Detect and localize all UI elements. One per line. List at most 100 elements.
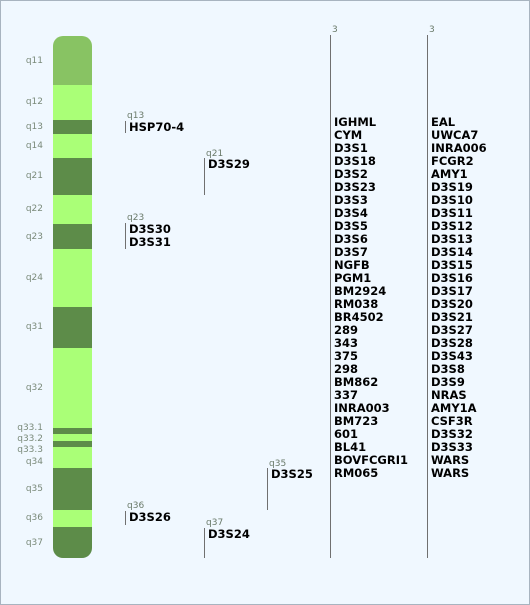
gene-label: BM862	[334, 375, 379, 389]
gene-group-location: q13	[127, 111, 145, 121]
gene-tick	[125, 511, 126, 525]
gene-label: D3S2	[334, 167, 368, 181]
gene-label: D3S33	[431, 440, 473, 454]
gene-label: D3S10	[431, 193, 473, 207]
column-line	[427, 35, 428, 558]
gene-label: PGM1	[334, 271, 372, 285]
gene-group-location: q35	[269, 459, 287, 469]
gene-group-location: q21	[206, 149, 224, 159]
gene-label: D3S21	[431, 310, 473, 324]
gene-label: D3S18	[334, 154, 376, 168]
band-label: q33.1	[17, 423, 43, 433]
band-q36	[53, 510, 92, 527]
gene-label: BOVFCGRI1	[334, 453, 409, 467]
band-label: q21	[25, 171, 43, 181]
band-q24	[53, 249, 92, 307]
gene-label: D3S30	[129, 222, 171, 236]
band-label: q13	[25, 122, 43, 132]
gene-label: NRAS	[431, 388, 467, 402]
band-label: q22	[25, 204, 43, 214]
gene-label: D3S15	[431, 258, 473, 272]
gene-label: D3S16	[431, 271, 473, 285]
gene-label: 375	[334, 349, 359, 363]
gene-label: D3S32	[431, 427, 473, 441]
band-label: q35	[25, 484, 43, 494]
band-q32	[53, 348, 92, 428]
gene-label: INRA003	[334, 401, 390, 415]
gene-label: BM723	[334, 414, 379, 428]
gene-label: 289	[334, 323, 359, 337]
gene-label: D3S28	[431, 336, 473, 350]
gene-label: D3S5	[334, 219, 368, 233]
band-label: q37	[25, 538, 43, 548]
gene-label: D3S1	[334, 141, 368, 155]
band-q11	[53, 36, 92, 85]
gene-label: 298	[334, 362, 359, 376]
gene-label: D3S4	[334, 206, 368, 220]
gene-tick	[204, 158, 205, 195]
gene-label: D3S11	[431, 206, 473, 220]
band-label: q31	[25, 322, 43, 332]
gene-label: CSF3R	[431, 414, 473, 428]
band-q35	[53, 468, 92, 510]
gene-label: D3S7	[334, 245, 368, 259]
gene-label: RM065	[334, 466, 379, 480]
band-q34	[53, 447, 92, 468]
gene-label: BL41	[334, 440, 367, 454]
gene-label: 337	[334, 388, 359, 402]
gene-label: AMY1A	[431, 401, 477, 415]
gene-group-location: q36	[127, 501, 145, 511]
gene-label: RM038	[334, 297, 379, 311]
gene-group-location: q23	[127, 213, 145, 223]
band-label: q24	[25, 273, 43, 283]
band-label: q33.2	[17, 434, 43, 444]
band-q33-1	[53, 428, 92, 434]
gene-label: D3S14	[431, 245, 473, 259]
gene-label: AMY1	[431, 167, 468, 181]
gene-label: D3S17	[431, 284, 473, 298]
gene-label: D3S3	[334, 193, 368, 207]
band-q14	[53, 134, 92, 158]
gene-label: D3S8	[431, 362, 465, 376]
gene-label: D3S19	[431, 180, 473, 194]
gene-label: D3S24	[208, 527, 250, 541]
gene-label: INRA006	[431, 141, 487, 155]
gene-tick	[125, 223, 126, 249]
band-q31	[53, 307, 92, 348]
band-label: q23	[25, 232, 43, 242]
gene-label: D3S25	[271, 467, 313, 481]
gene-label: D3S43	[431, 349, 473, 363]
gene-label: 601	[334, 427, 359, 441]
column-location: 3	[332, 25, 338, 35]
gene-tick	[267, 468, 268, 510]
gene-tick	[204, 528, 205, 558]
gene-label: D3S12	[431, 219, 473, 233]
gene-label: D3S27	[431, 323, 473, 337]
band-label: q11	[25, 56, 43, 66]
band-q22	[53, 195, 92, 224]
gene-label: IGHML	[334, 115, 377, 129]
gene-label: D3S26	[129, 510, 171, 524]
column-line	[330, 35, 331, 558]
gene-label: D3S23	[334, 180, 376, 194]
band-q13	[53, 120, 92, 134]
gene-label: D3S9	[431, 375, 465, 389]
band-label: q33.3	[17, 445, 43, 455]
gene-label: FCGR2	[431, 154, 474, 168]
gene-label: HSP70-4	[129, 120, 185, 134]
gene-label: D3S29	[208, 157, 250, 171]
gene-label: D3S6	[334, 232, 368, 246]
gene-label: WARS	[431, 453, 470, 467]
gene-label: BM2924	[334, 284, 387, 298]
gene-tick	[125, 121, 126, 133]
gene-label: NGFB	[334, 258, 370, 272]
gene-label: D3S20	[431, 297, 473, 311]
band-label: q36	[25, 513, 43, 523]
column-location: 3	[429, 25, 435, 35]
gene-label: WARS	[431, 466, 470, 480]
band-q33-2	[53, 434, 92, 441]
gene-label: 343	[334, 336, 359, 350]
band-label: q14	[25, 141, 43, 151]
band-label: q34	[25, 457, 43, 467]
